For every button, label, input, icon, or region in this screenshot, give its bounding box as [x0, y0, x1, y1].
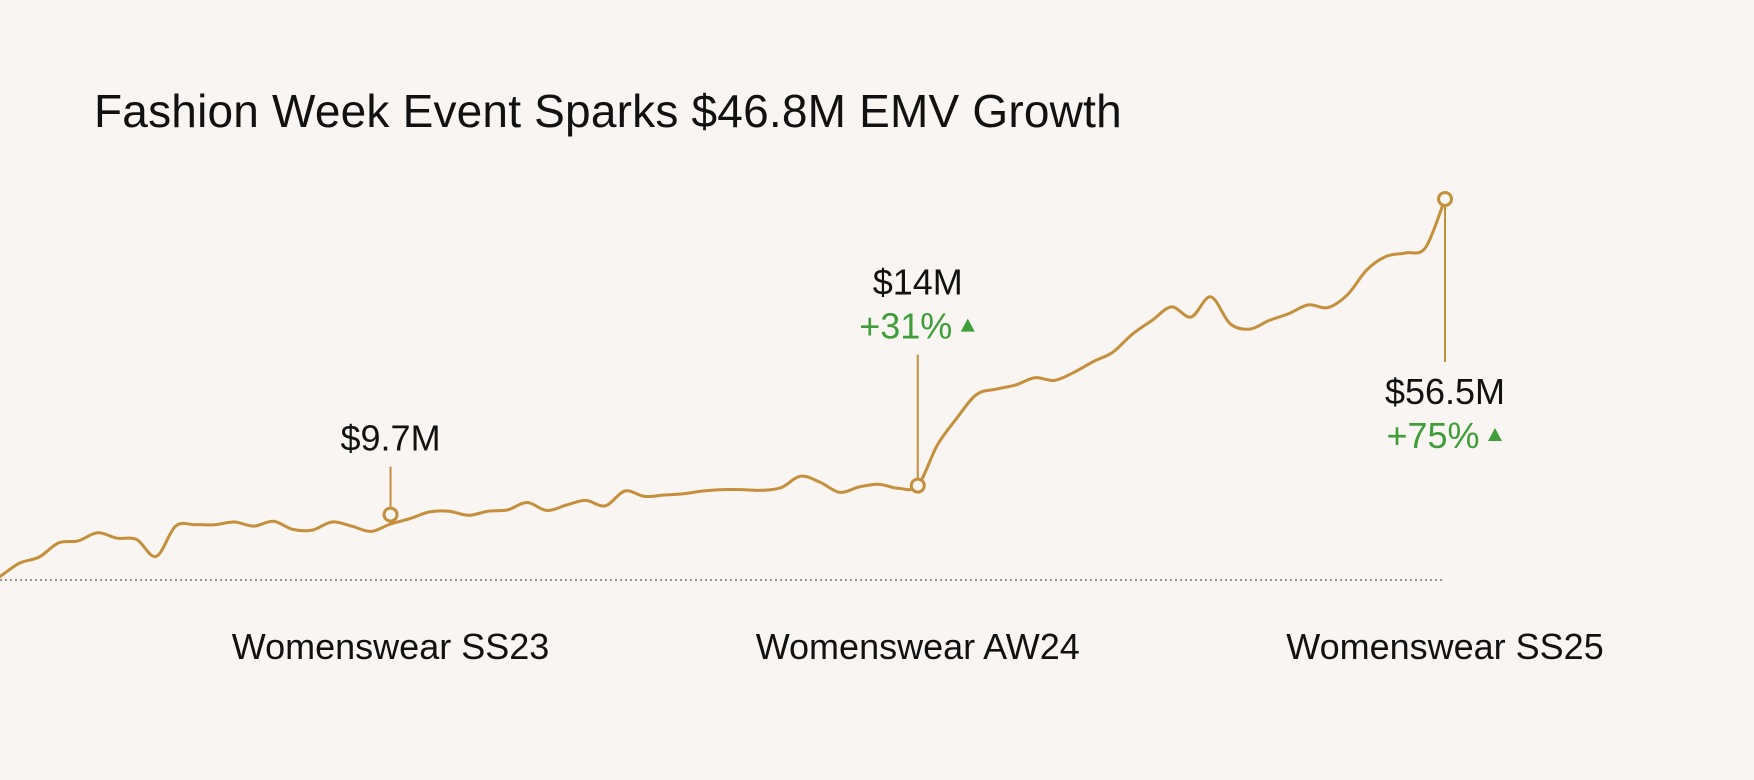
annotation-change-label: +31%: [859, 306, 952, 347]
annotation-point-marker: [382, 506, 399, 523]
x-axis-ticks: Womenswear SS23 Womenswear AW24 Womenswear…: [232, 626, 1604, 667]
annotation-0: $9.7M: [341, 418, 441, 523]
series-line: [0, 197, 1447, 579]
annotation-2: $56.5M+75%: [1385, 191, 1505, 456]
up-triangle-icon: [1488, 428, 1502, 441]
annotation-point-marker: [1437, 191, 1453, 207]
x-tick-label-0: Womenswear SS23: [232, 626, 549, 667]
annotation-change-label: +75%: [1386, 415, 1479, 456]
annotation-value-label: $14M: [873, 262, 963, 303]
annotation-1: $14M+31%: [859, 262, 975, 494]
up-triangle-icon: [960, 318, 975, 332]
annotation-point-marker: [909, 477, 926, 494]
annotation-value-label: $56.5M: [1385, 371, 1505, 412]
chart-title: Fashion Week Event Sparks $46.8M EMV Gro…: [94, 85, 1122, 137]
x-tick-label-2: Womenswear SS25: [1286, 626, 1603, 667]
annotations: $9.7M $14M+31% $56.5M+75%: [341, 191, 1505, 523]
annotation-value-label: $9.7M: [341, 418, 441, 459]
x-tick-label-1: Womenswear AW24: [756, 626, 1080, 667]
